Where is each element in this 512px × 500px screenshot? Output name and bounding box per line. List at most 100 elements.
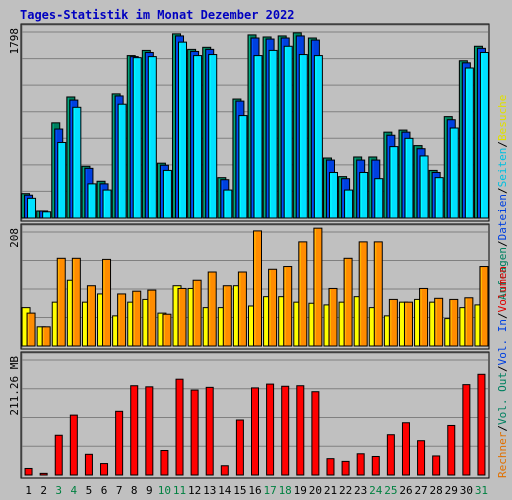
- bar-seiten-day-29: [449, 127, 459, 219]
- bar-volumen-day-9: [145, 386, 154, 476]
- bar-rechner-day-16: [253, 230, 262, 347]
- bar-rechner-day-20: [313, 227, 323, 347]
- legend-item: /: [496, 425, 509, 432]
- bar-rechner-day-7: [117, 293, 127, 347]
- x-axis-day-labels: 1 2 3 4 5 6 7 8 9 10 11 12 13 14 15 16 17 18 19 20 21 22 23 24 2…: [25, 484, 488, 497]
- legend-item: Anfragen: [496, 247, 509, 300]
- bar-seiten-day-23: [359, 171, 369, 219]
- x-tick-day-21: 21: [324, 484, 337, 497]
- legend-item: Vol. Out: [496, 372, 509, 425]
- bar-rechner-day-31: [479, 266, 489, 347]
- bar-rechner-day-29: [449, 298, 459, 347]
- legend-bottom: Rechner/Vol. Out/Vol. In/Volumen: [496, 266, 509, 478]
- bar-seiten-day-16: [253, 55, 263, 219]
- bar-volumen-day-16: [251, 387, 259, 476]
- y-max-label: 211.26 MB: [8, 356, 21, 416]
- bar-volumen-day-7: [115, 410, 124, 476]
- bar-rechner-day-6: [102, 258, 112, 347]
- bar-seiten-day-7: [117, 103, 127, 219]
- x-tick-day-22: 22: [339, 484, 352, 497]
- x-tick-day-11: 11: [173, 484, 186, 497]
- bar-rechner-day-10: [162, 313, 172, 347]
- bar-volumen-day-13: [205, 386, 214, 476]
- bar-seiten-day-8: [132, 57, 142, 219]
- x-tick-day-1: 1: [25, 484, 32, 497]
- bar-volumen-day-11: [175, 378, 184, 476]
- x-tick-day-27: 27: [414, 484, 427, 497]
- x-tick-day-8: 8: [131, 484, 138, 497]
- bar-rechner-day-26: [403, 301, 413, 347]
- bar-rechner-day-8: [132, 290, 142, 347]
- legend-item: /: [496, 141, 509, 148]
- x-tick-day-31: 31: [475, 484, 488, 497]
- y-max-label: 1798: [8, 28, 21, 55]
- bar-seiten-day-25: [389, 146, 399, 219]
- x-tick-day-15: 15: [233, 484, 246, 497]
- bar-volumen-day-18: [281, 385, 290, 476]
- bar-rechner-day-4: [71, 257, 81, 347]
- bar-seiten-day-30: [464, 67, 474, 219]
- legend-top: Anfragen/Dateien/Seiten/Besuche: [496, 95, 509, 300]
- bar-volumen-day-12: [190, 389, 199, 476]
- bar-rechner-day-13: [207, 271, 217, 347]
- bar-rechner-day-9: [147, 289, 157, 347]
- bar-seiten-day-15: [238, 115, 248, 219]
- legend-item: Volumen: [496, 266, 509, 312]
- bar-rechner-day-24: [373, 241, 383, 347]
- bar-volumen-day-1: [24, 467, 33, 476]
- bar-seiten-day-14: [223, 189, 233, 219]
- x-tick-day-14: 14: [218, 484, 232, 497]
- bar-volumen-day-27: [417, 440, 426, 476]
- bar-seiten-day-21: [328, 171, 338, 219]
- bar-volumen-day-20: [311, 391, 320, 476]
- y-max-label: 208: [8, 228, 21, 248]
- bar-rechner-day-3: [56, 257, 66, 347]
- x-tick-day-18: 18: [279, 484, 292, 497]
- bar-volumen-day-5: [84, 453, 93, 476]
- bar-seiten-day-3: [57, 141, 67, 219]
- bar-volumen-day-28: [432, 455, 441, 476]
- bar-seiten-day-12: [193, 55, 203, 219]
- legend-item: /: [496, 312, 509, 319]
- bar-volumen-day-17: [266, 383, 275, 476]
- legend-item: Vol. In: [496, 319, 509, 365]
- x-tick-day-24: 24: [369, 484, 383, 497]
- bar-volumen-day-19: [296, 385, 305, 476]
- bar-rechner-day-27: [419, 287, 429, 347]
- bar-volumen-day-25: [386, 434, 395, 476]
- x-tick-day-7: 7: [116, 484, 123, 497]
- x-tick-day-20: 20: [309, 484, 322, 497]
- x-tick-day-28: 28: [430, 484, 443, 497]
- bar-rechner-day-14: [222, 285, 232, 347]
- bar-rechner-day-12: [192, 279, 202, 347]
- bar-rechner-day-23: [358, 241, 368, 347]
- legend-item: Rechner: [496, 431, 509, 478]
- bar-volumen-day-4: [69, 414, 78, 476]
- bar-seiten-day-4: [72, 106, 82, 219]
- x-tick-day-13: 13: [203, 484, 216, 497]
- x-tick-day-17: 17: [263, 484, 276, 497]
- bar-seiten-day-9: [147, 56, 157, 219]
- bar-rechner-day-28: [434, 297, 444, 347]
- bar-rechner-day-2: [41, 326, 51, 347]
- legend-item: Dateien: [496, 194, 509, 240]
- legend-item: /: [496, 365, 509, 372]
- bar-rechner-day-30: [464, 297, 474, 347]
- x-tick-day-26: 26: [399, 484, 412, 497]
- bar-volumen-day-14: [220, 465, 229, 476]
- bar-rechner-day-21: [328, 287, 338, 347]
- bar-seiten-day-22: [344, 189, 354, 219]
- x-tick-day-16: 16: [248, 484, 261, 497]
- bar-volumen-day-21: [326, 458, 335, 476]
- bar-rechner-day-18: [283, 266, 293, 347]
- x-tick-day-2: 2: [40, 484, 47, 497]
- bar-rechner-day-19: [298, 241, 308, 347]
- bar-volumen-day-22: [341, 460, 350, 476]
- bar-seiten-day-13: [208, 54, 218, 219]
- x-tick-day-10: 10: [158, 484, 171, 497]
- bar-seiten-day-19: [298, 54, 308, 219]
- x-tick-day-19: 19: [294, 484, 307, 497]
- bar-rechner-day-17: [268, 268, 278, 347]
